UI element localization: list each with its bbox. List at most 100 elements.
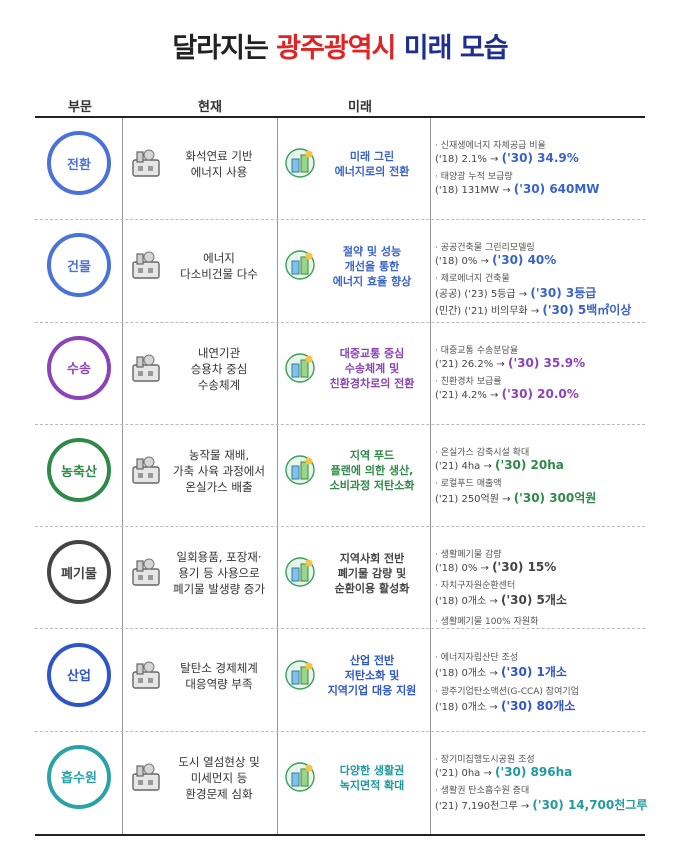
recycle-bottle-icon [285,557,315,587]
metric-value: ('18) 0% → ('30) 15% [435,560,645,574]
future-text-line: 에너지로의 전환 [334,165,410,178]
metric-target: ('30) 300억원 [513,490,597,505]
metric-label: · 생활폐기물 감량 [435,550,502,561]
column-divider-right [430,118,431,834]
metric-target: ('30) 20ha [495,457,564,472]
current-text-line: 에너지 [203,251,235,266]
current-text-line: 대응역량 부족 [185,676,253,691]
current-text-line: 폐기물 발생량 증가 [173,582,265,597]
table-bottom-border [35,834,645,836]
future-state-text: 절약 및 성능 개선을 통한 에너지 효율 향상 [317,240,427,292]
future-text-line: 저탄소화 및 [344,669,400,682]
target-metrics: · 공공건축물 그린리모델링 ('18) 0% → ('30) 40% · 제로에너… [435,236,645,318]
metric-value: ('21) 7,190천그루 → ('30) 14,700천그루 [435,796,647,813]
metric-baseline: ('18) 0% → [435,256,493,268]
metric-label: · 온실가스 감축시설 확대 [435,447,530,458]
metric-label: · 대중교통 수송분담율 [435,345,519,356]
future-text-line: 미래 그린 [349,150,395,163]
current-state-text: 도시 열섬현상 및 미세먼지 등 환경문제 심화 [165,752,273,804]
metric-baseline: ('18) 2.1% → [435,154,502,165]
future-text-line: 소비과정 저탄소화 [329,479,415,493]
metric-label: · 공공건축물 그린리모델링 [435,243,535,254]
column-divider-left [122,118,123,834]
metric-baseline: ('21) 4.2% → [435,389,502,401]
sector-row-1: 전환 화석연료 기반 에너지 사용 미래 그린 에너지로의 전환 · 신재생에너지 … [35,118,645,221]
solar-city-icon [285,148,315,178]
header-current: 현재 [198,100,222,115]
metric-value: (공공) ('23) 5등급 → ('30) 3등급 [435,284,645,301]
metric-value: ('18) 0개소 → ('30) 5개소 [435,591,645,608]
current-state-text: 농작물 재배, 가축 사육 과정에서 온실가스 배출 [165,445,273,497]
row-separator [35,423,645,425]
sector-row-5: 폐기물 일회용품, 포장재· 용기 등 사용으로 폐기물 발생량 증가 지역사회 전… [35,527,645,630]
metric-baseline: (민간) ('21) 비의무화 → [435,306,543,318]
sector-name: 전환 [67,157,91,173]
current-text-line: 온실가스 배출 [185,479,253,494]
metric-label: · 생활권 탄소흡수원 증대 [435,785,530,796]
current-text-line: 다소비건물 다수 [180,267,258,282]
sector-badge: 폐기물 [47,540,111,605]
sector-badge: 농축산 [47,438,111,503]
metric-target: ('30) 80개소 [500,698,576,713]
future-text-line: 플랜에 의한 생산, [330,464,414,478]
future-text-line: 친환경차로의 전환 [329,377,415,391]
current-text-line: 화석연료 기반 [185,149,253,163]
metric-value: ('21) 4.2% → ('30) 20.0% [435,387,645,401]
sector-row-2: 건물 에너지 다소비건물 다수 절약 및 성능 개선을 통한 에너지 효율 향상 · … [35,220,645,323]
target-metrics: · 온실가스 감축시설 확대 ('21) 4ha → ('30) 20ha · 로컬… [435,441,645,506]
current-text-line: 용기 등 사용으로 [178,566,260,581]
metric-target: ('30) 1개소 [500,664,567,679]
sector-name: 흡수원 [61,771,97,787]
future-text-line: 다양한 생활권 [339,763,405,777]
target-metrics: · 장기미집행도시공원 조성 ('21) 0ha → ('30) 896ha · 생… [435,748,647,813]
metric-target: ('30) 20.0% [501,386,579,401]
column-divider-mid [277,118,278,834]
metric-label: · 태양광 누적 보급량 [435,172,513,182]
metric-baseline: ('18) 0% → [435,563,493,575]
sector-name: 농축산 [61,464,97,480]
car-icon [132,354,160,382]
metric-baseline: ('18) 131MW → [435,185,514,196]
sector-badge: 수송 [47,335,111,400]
sector-row-4: 농축산 농작물 재배, 가축 사육 과정에서 온실가스 배출 지역 푸드 플랜에 의한… [35,425,645,528]
metric-label: · 신재생에너지 자체공급 비율 [435,141,546,151]
current-state-text: 에너지 다소비건물 다수 [165,240,273,292]
current-text-line: 탈탄소 경제체계 [180,660,258,675]
header-future: 미래 [348,100,372,115]
page-title: 달라지는 광주광역시 미래 모습 [172,33,508,64]
metric-baseline: ('18) 0개소 → [435,667,501,679]
metric-baseline: ('21) 0ha → [435,767,496,779]
future-text-line: 절약 및 성능 [342,244,402,258]
current-text-line: 미세먼지 등 [190,770,248,785]
metric-target: ('30) 35.9% [507,355,586,370]
current-text-line: 수송체계 [197,377,241,392]
current-state-text: 내연기관 승용차 중심 수송체계 [165,343,273,395]
current-text-line: 가축 사육 과정에서 [173,463,265,478]
future-text-line: 녹지면적 확대 [339,778,405,792]
current-text-line: 환경문제 심화 [185,786,253,801]
metric-label: · 로컬푸드 매출액 [435,478,502,489]
current-text-line: 농작물 재배, [188,447,250,462]
target-metrics: · 생활폐기물 감량 ('18) 0% → ('30) 15% · 자치구자원순환센… [435,543,645,627]
metric-label: · 에너지자립산단 조성 [435,652,519,663]
future-text-line: 지역 푸드 [349,449,395,463]
future-text-line: 개선을 통한 [344,259,400,273]
current-text-line: 일회용품, 포장재· [176,550,262,565]
metric-value: ('21) 4ha → ('30) 20ha [435,458,645,472]
target-metrics: · 신재생에너지 자체공급 비율 ('18) 2.1% → ('30) 34.9%… [435,134,645,196]
future-text-line: 지역기업 대응 지원 [327,684,417,697]
metric-label: · 친환경차 보급률 [435,376,502,387]
future-text-line: 에너지 효율 향상 [332,274,412,288]
sector-row-3: 수송 내연기관 승용차 중심 수송체계 대중교통 중심 수송체계 및 친환경차로의 전환… [35,323,645,425]
metric-value: ('18) 131MW → ('30) 640MW [435,182,645,196]
row-separator [35,628,645,630]
current-text-line: 도시 열섬현상 및 [178,754,260,769]
factory-smoke-icon [132,149,160,177]
metric-target: ('30) 5백㎡이상 [542,303,632,318]
metric-target: ('30) 15% [492,560,557,575]
target-metrics: · 대중교통 수송분담율 ('21) 26.2% → ('30) 35.9% · 친… [435,339,645,401]
metric-value: ('18) 0개소 → ('30) 80개소 [435,697,645,714]
metric-baseline: ('18) 0개소 → [435,596,501,608]
future-text-line: 순환이용 활성화 [334,581,410,595]
